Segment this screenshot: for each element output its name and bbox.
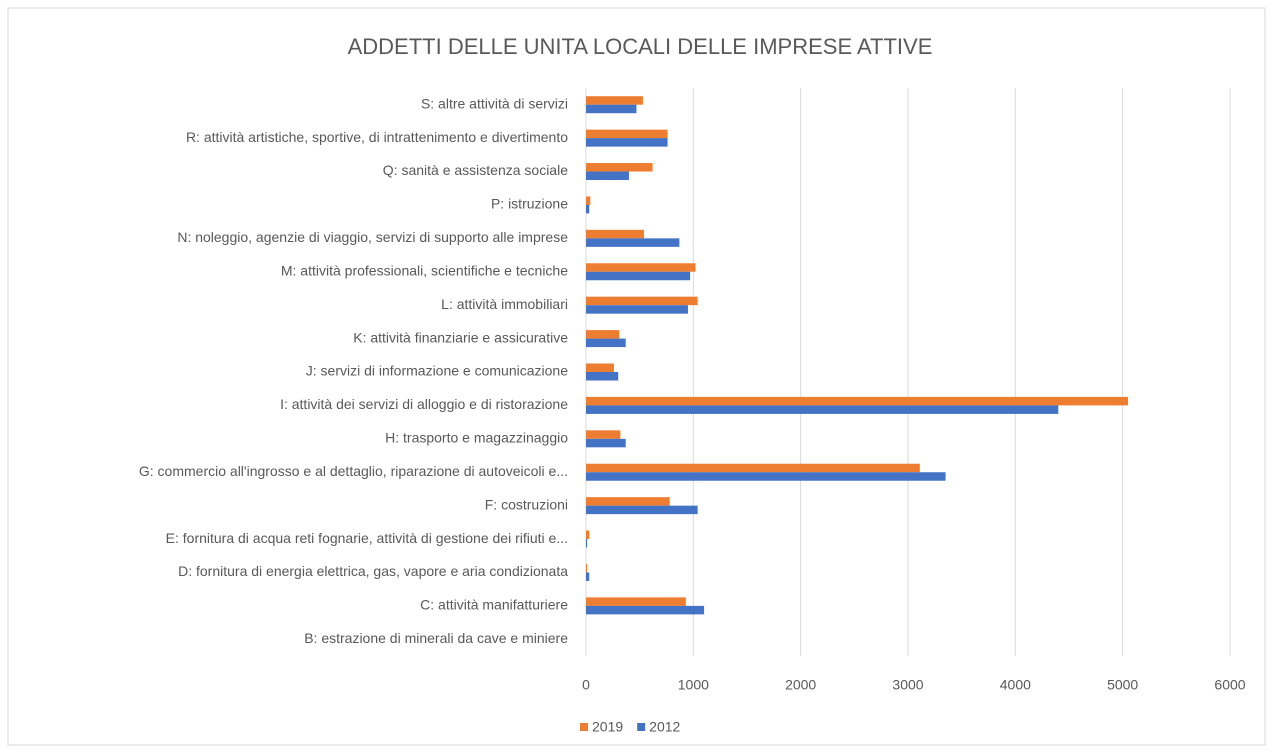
y-tick-label: C: attività manifatturiere <box>420 597 568 613</box>
y-tick-label: F: costruzioni <box>485 496 568 512</box>
y-tick-label: B: estrazione di minerali da cave e mini… <box>304 630 568 646</box>
bar <box>586 438 626 448</box>
legend-label: 2019 <box>592 719 623 735</box>
legend-swatch <box>580 723 588 731</box>
y-tick-label: L: attività immobiliari <box>441 296 568 312</box>
bar <box>586 372 619 381</box>
bar <box>586 597 686 606</box>
bar <box>586 104 637 114</box>
legend-label: 2012 <box>649 719 680 735</box>
bar <box>586 338 626 348</box>
bar <box>586 330 620 339</box>
bar <box>586 563 588 573</box>
bar <box>586 539 588 548</box>
bar <box>586 196 591 205</box>
bar <box>586 396 1129 406</box>
bar <box>586 605 705 615</box>
bar <box>586 163 653 172</box>
chart-title: ADDETTI DELLE UNITA LOCALI DELLE IMPRESE… <box>348 34 933 59</box>
bar <box>586 305 688 314</box>
bar <box>586 296 698 306</box>
y-tick-label: S: altre attività di servizi <box>421 95 568 111</box>
y-tick-label: R: attività artistiche, sportive, di int… <box>186 129 568 145</box>
bar <box>586 229 644 239</box>
y-tick-label: E: fornitura di acqua reti fognarie, att… <box>166 530 568 546</box>
bar <box>586 271 691 281</box>
bar <box>586 138 668 147</box>
chart-border <box>7 7 1266 746</box>
bar <box>586 472 946 481</box>
bar <box>586 171 629 181</box>
bar <box>586 263 696 272</box>
y-tick-label: H: trasporto e magazzinaggio <box>385 430 568 446</box>
bar <box>586 497 670 506</box>
x-tick-label: 6000 <box>1214 677 1245 693</box>
y-tick-label: N: noleggio, agenzie di viaggio, servizi… <box>177 229 568 245</box>
bar <box>586 363 614 372</box>
x-tick-label: 5000 <box>1107 677 1138 693</box>
bar <box>586 405 1059 414</box>
x-tick-label: 1000 <box>678 677 709 693</box>
y-tick-label: Q: sanità e assistenza sociale <box>383 162 568 178</box>
y-tick-label: D: fornitura di energia elettrica, gas, … <box>178 563 568 579</box>
y-tick-label: I: attività dei servizi di alloggio e di… <box>280 396 568 412</box>
bar <box>586 96 643 105</box>
bar <box>586 463 920 473</box>
bar <box>586 572 590 581</box>
y-tick-label: P: istruzione <box>491 196 568 212</box>
bar <box>586 430 621 439</box>
legend-swatch <box>637 723 646 731</box>
bar <box>586 204 590 214</box>
x-tick-label: 3000 <box>892 677 923 693</box>
y-tick-label: K: attività finanziarie e assicurative <box>353 329 568 345</box>
bar <box>586 129 668 139</box>
y-tick-label: J: servizi di informazione e comunicazio… <box>306 363 568 379</box>
x-tick-label: 0 <box>582 677 590 693</box>
x-tick-label: 4000 <box>1000 677 1031 693</box>
bar <box>586 530 590 540</box>
y-tick-label: M: attività professionali, scientifiche … <box>281 262 568 278</box>
x-tick-label: 2000 <box>785 677 816 693</box>
bar <box>586 505 698 515</box>
y-tick-label: G: commercio all'ingrosso e al dettaglio… <box>139 463 568 479</box>
bar <box>586 238 680 247</box>
